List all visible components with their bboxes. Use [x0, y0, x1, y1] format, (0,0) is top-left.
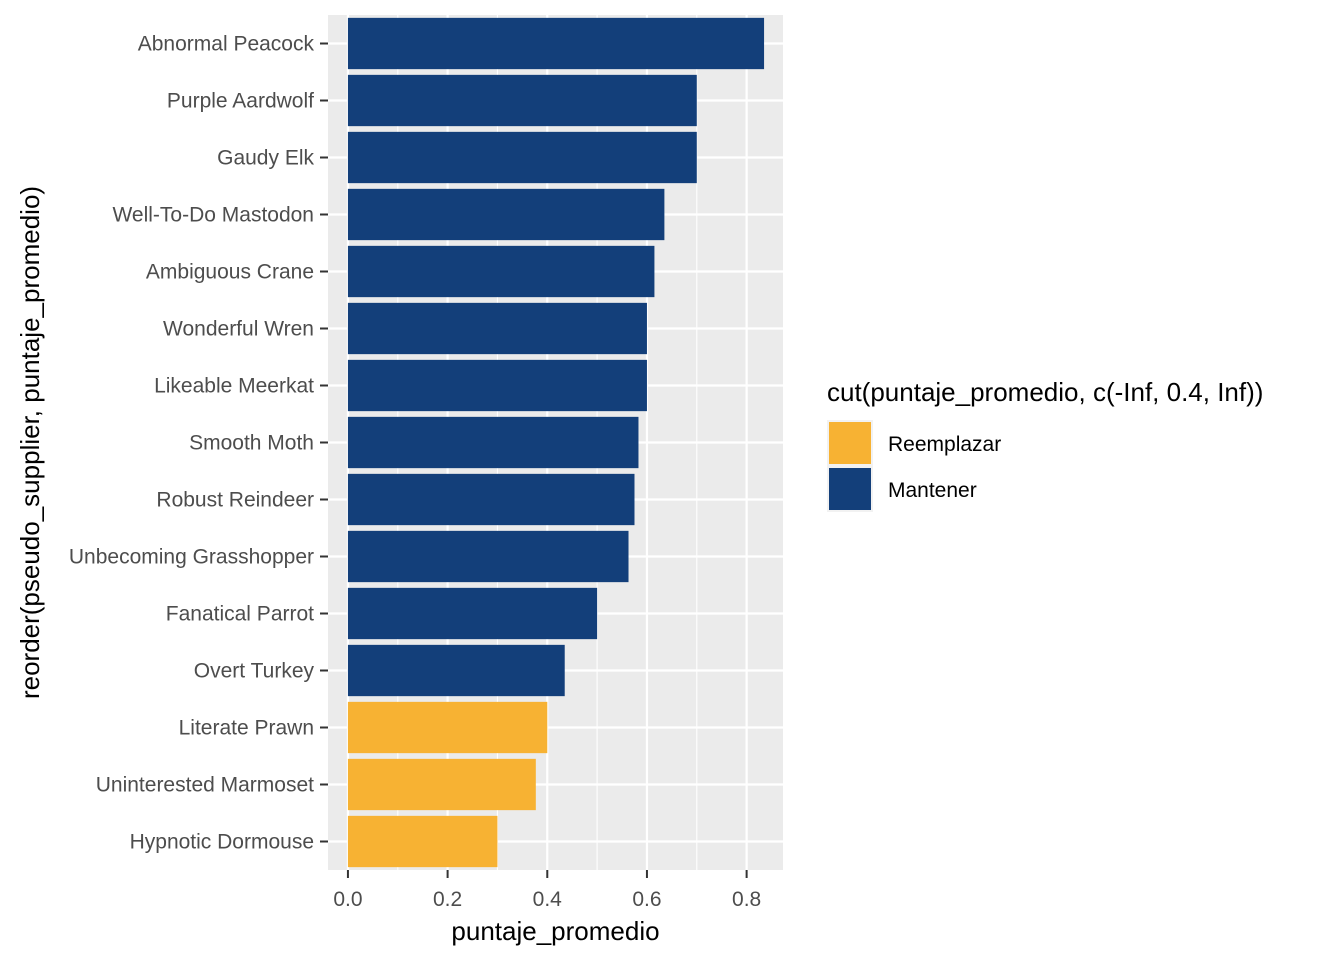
y-tick-label: Uninterested Marmoset [96, 774, 314, 797]
bar [347, 416, 639, 469]
y-tick-label: Overt Turkey [194, 660, 315, 683]
x-axis: 0.0 0.2 0.4 0.6 0.8 [333, 870, 761, 911]
legend-label: Mantener [888, 479, 977, 502]
y-axis-title: reorder(pseudo_supplier, puntaje_promedi… [15, 186, 45, 699]
legend: cut(puntaje_promedio, c(-Inf, 0.4, Inf))… [827, 377, 1263, 512]
y-tick-label: Abnormal Peacock [138, 33, 315, 56]
legend-label: Reemplazar [888, 433, 1001, 456]
bar [347, 758, 536, 811]
bar [347, 530, 629, 583]
y-tick-label: Robust Reindeer [156, 489, 314, 512]
x-tick-label: 0.2 [433, 888, 462, 911]
y-axis: Abnormal Peacock Purple Aardwolf Gaudy Elk… [69, 33, 328, 854]
y-tick-label: Wonderful Wren [163, 318, 314, 341]
y-tick-label: Literate Prawn [179, 717, 314, 740]
bar [347, 131, 697, 184]
bar [347, 188, 665, 241]
x-tick-label: 0.4 [533, 888, 563, 911]
y-tick-label: Unbecoming Grasshopper [69, 546, 314, 569]
bar [347, 473, 635, 526]
y-tick-label: Smooth Moth [189, 432, 314, 455]
y-tick-label: Fanatical Parrot [166, 603, 314, 626]
y-tick-label: Hypnotic Dormouse [130, 831, 314, 854]
bar [347, 245, 655, 298]
bar [347, 701, 548, 754]
x-tick-label: 0.0 [333, 888, 362, 911]
x-tick-label: 0.6 [632, 888, 661, 911]
x-axis-title: puntaje_promedio [451, 916, 659, 946]
bar [347, 74, 697, 127]
y-tick-label: Ambiguous Crane [146, 261, 314, 284]
legend-key-swatch [829, 468, 871, 510]
bar [347, 815, 498, 868]
bars [347, 17, 765, 868]
bar [347, 359, 647, 412]
y-tick-label: Well-To-Do Mastodon [112, 204, 314, 227]
legend-key-swatch [829, 422, 871, 464]
y-tick-label: Likeable Meerkat [154, 375, 314, 398]
bar [347, 587, 598, 640]
bar [347, 17, 765, 70]
legend-title: cut(puntaje_promedio, c(-Inf, 0.4, Inf)) [827, 377, 1263, 407]
bar [347, 302, 647, 355]
y-tick-label: Gaudy Elk [217, 147, 314, 170]
y-tick-label: Purple Aardwolf [167, 90, 314, 113]
bar [347, 644, 565, 697]
x-tick-label: 0.8 [732, 888, 761, 911]
